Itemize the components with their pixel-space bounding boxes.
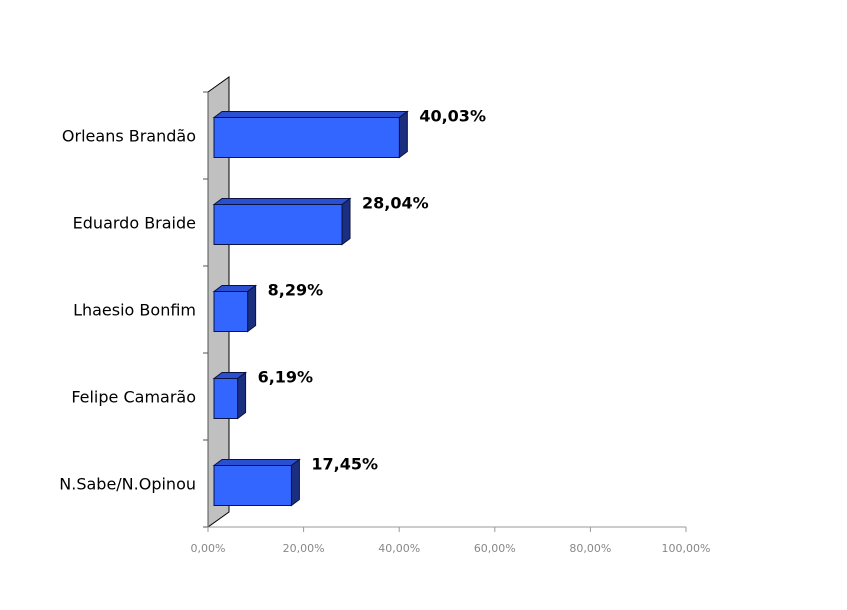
category-label: Orleans Brandão: [62, 127, 196, 146]
x-tick-label: 0,00%: [191, 542, 226, 555]
x-tick-label: 20,00%: [283, 542, 325, 555]
data-label: 17,45%: [311, 455, 378, 474]
data-label: 40,03%: [419, 107, 486, 126]
bar-side-face: [341, 197, 351, 246]
bar-top-face: [212, 459, 301, 466]
bar-front-face: [213, 465, 292, 506]
data-label: 28,04%: [362, 194, 429, 213]
bar-front-face: [213, 378, 239, 419]
data-label: 6,19%: [258, 368, 314, 387]
x-tick-label: 60,00%: [474, 542, 516, 555]
category-label: N.Sabe/N.Opinou: [59, 475, 196, 494]
bar: [212, 371, 248, 420]
bar-side-face: [398, 110, 408, 159]
category-label: Felipe Camarão: [71, 388, 196, 407]
x-tick-label: 40,00%: [378, 542, 420, 555]
bar-front-face: [213, 117, 400, 158]
bar-side-face: [247, 284, 257, 333]
bar: [212, 110, 409, 159]
bar-side-face: [290, 458, 300, 507]
bar-side-face: [237, 371, 247, 420]
bar-top-face: [212, 198, 352, 205]
bar: [212, 458, 301, 507]
bar: [212, 197, 352, 246]
category-label: Eduardo Braide: [73, 214, 196, 233]
data-label: 8,29%: [268, 281, 324, 300]
bar-front-face: [213, 204, 343, 245]
category-label: Lhaesio Bonfim: [73, 301, 196, 320]
bar-front-face: [213, 291, 249, 332]
bar-top-face: [212, 111, 409, 118]
x-tick-label: 80,00%: [569, 542, 611, 555]
x-tick-label: 100,00%: [662, 542, 711, 555]
bar: [212, 284, 258, 333]
